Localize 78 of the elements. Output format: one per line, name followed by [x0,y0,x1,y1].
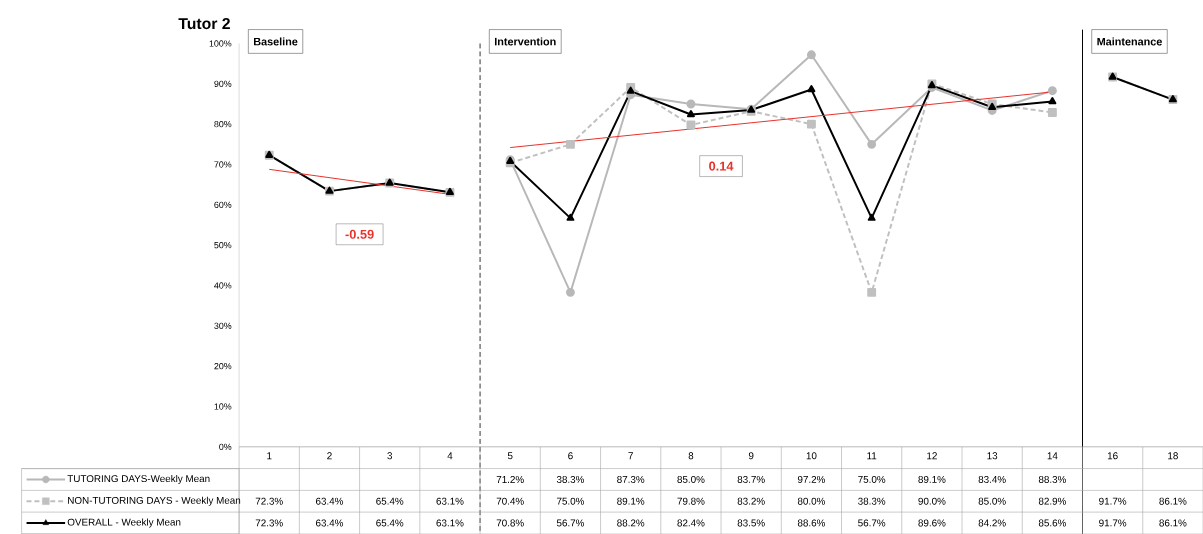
y-tick-label: 80% [214,121,232,128]
x-tick-label: 8 [688,452,694,460]
y-tick-label: 100% [209,40,232,47]
data-label: 38.3% [858,497,886,505]
data-label: 56.7% [858,519,886,527]
x-tick-label: 13 [987,452,998,460]
annotation: -0.59 [345,229,374,239]
data-label: 63.1% [436,519,464,527]
data-label: 82.9% [1038,497,1067,505]
x-tick-label: 9 [748,452,754,460]
y-tick-label: 90% [214,80,232,88]
y-tick-label: 20% [214,363,232,370]
data-label: 65.4% [376,519,404,527]
x-tick-label: 16 [1107,452,1118,460]
data-label: 38.3% [556,476,585,484]
data-label: 86.1% [1159,519,1187,527]
annotation: 0.14 [709,161,734,171]
x-tick-label: 2 [327,452,332,460]
data-label: 72.3% [255,519,283,527]
legend-label: OVERALL - Weekly Mean [67,518,181,528]
data-label: 88.2% [617,519,645,527]
data-label: 85.0% [677,476,705,484]
data-label: 70.8% [496,519,524,527]
x-tick-label: 10 [806,452,817,460]
data-label: 83.2% [737,497,765,505]
y-tick-label: 70% [214,161,232,168]
data-label: 97.2% [797,476,826,484]
x-tick-label: 18 [1168,452,1178,460]
data-label: 83.5% [737,519,765,527]
x-tick-label: 7 [628,452,633,460]
chart-title: Tutor 2 [178,18,230,30]
data-label: 82.4% [677,519,705,527]
x-tick-label: 6 [568,452,573,460]
data-label: 75.0% [858,476,886,484]
annotation: Baseline [254,37,298,46]
data-label: 85.0% [978,497,1006,505]
data-label: 87.3% [617,476,645,484]
data-label: 63.1% [436,497,464,505]
data-label: 89.1% [617,497,645,505]
data-label: 75.0% [556,497,585,505]
ref-line-label: Maintenance [1097,37,1162,46]
x-tick-label: 3 [387,452,393,460]
data-label: 89.6% [918,519,946,527]
data-label: 89.1% [918,476,946,484]
y-tick-label: 30% [214,322,232,330]
data-label: 84.2% [978,519,1006,527]
data-label: 72.3% [255,497,283,505]
data-label: 88.3% [1038,476,1067,484]
data-label: 85.6% [1038,519,1067,527]
data-label: 91.7% [1099,519,1127,527]
data-label: 71.2% [496,476,524,484]
x-tick-label: 12 [927,452,937,460]
x-tick-label: 4 [447,452,453,460]
x-tick-label: 5 [507,452,513,460]
y-tick-label: 50% [214,242,232,249]
x-tick-label: 11 [867,452,877,460]
data-label: 70.4% [496,497,524,505]
y-tick-label: 40% [214,282,232,289]
x-tick-label: 1 [267,452,272,460]
data-label: 91.7% [1099,497,1127,505]
data-label: 90.0% [918,497,946,505]
ref-line-label: Intervention [494,37,556,46]
data-label: 88.6% [797,519,826,527]
data-label: 79.8% [677,497,705,505]
data-label: 63.4% [316,519,344,527]
data-label: 86.1% [1159,497,1187,505]
data-label: 63.4% [316,497,344,505]
legend-label: TUTORING DAYS-Weekly Mean [67,474,210,485]
data-label: 83.4% [978,476,1006,484]
data-label: 65.4% [376,497,404,505]
y-tick-label: 10% [214,403,232,410]
legend-label: NON-TUTORING DAYS - Weekly Mean [68,496,241,506]
y-tick-label: 0% [219,443,232,451]
data-label: 56.7% [556,519,585,527]
y-tick-label: 60% [214,201,232,209]
x-tick-label: 14 [1047,452,1058,460]
data-label: 83.7% [737,476,765,484]
data-label: 80.0% [797,497,826,505]
